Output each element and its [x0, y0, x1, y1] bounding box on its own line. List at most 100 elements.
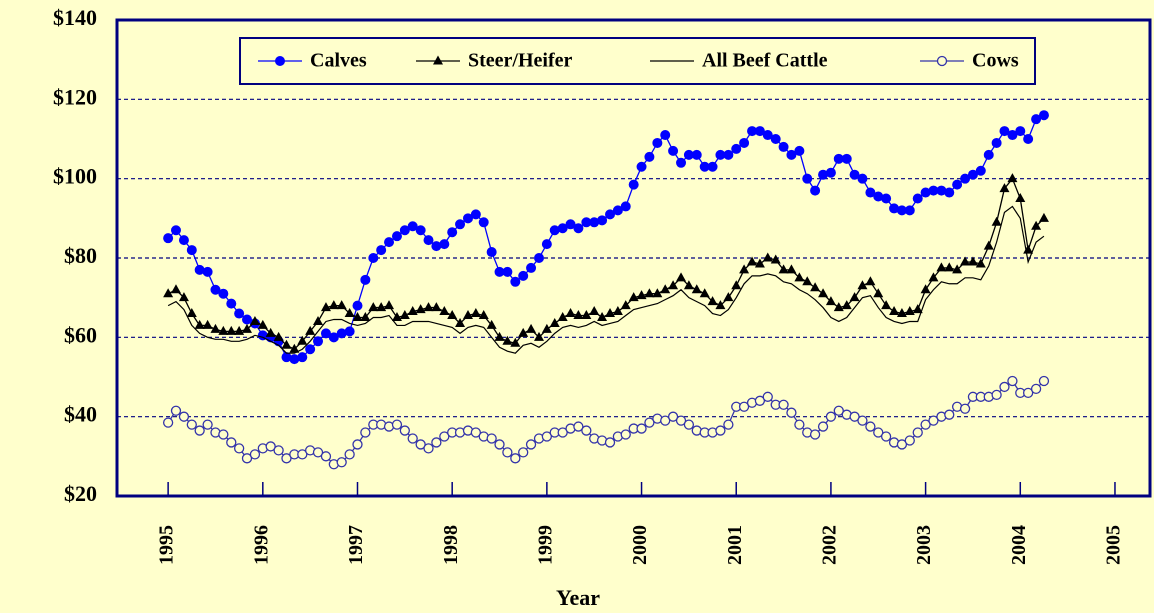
marker	[273, 445, 284, 456]
marker	[1007, 375, 1018, 387]
marker	[510, 453, 521, 464]
marker	[163, 288, 174, 298]
marker	[707, 161, 718, 172]
marker	[273, 331, 284, 341]
marker	[194, 319, 205, 329]
marker	[762, 252, 773, 262]
marker	[952, 264, 963, 274]
marker	[667, 411, 679, 422]
marker	[809, 429, 821, 440]
marker	[226, 325, 237, 335]
marker	[462, 213, 473, 224]
marker	[360, 274, 371, 285]
marker	[486, 319, 497, 329]
marker	[636, 423, 647, 434]
marker	[991, 389, 1002, 401]
marker	[486, 247, 497, 258]
marker	[415, 304, 426, 314]
marker	[936, 262, 947, 272]
marker	[754, 126, 765, 137]
legend-box	[239, 37, 1036, 85]
marker	[841, 153, 852, 164]
marker	[455, 219, 466, 230]
marker	[281, 339, 292, 349]
marker	[1015, 193, 1026, 202]
marker	[944, 409, 955, 420]
marker	[802, 173, 813, 184]
marker	[739, 264, 750, 274]
marker	[234, 308, 245, 319]
marker	[786, 264, 797, 274]
marker	[265, 327, 276, 337]
marker	[226, 298, 237, 309]
marker	[660, 130, 671, 141]
marker	[1030, 383, 1042, 395]
marker	[912, 427, 923, 438]
marker	[675, 415, 687, 426]
marker	[297, 449, 308, 460]
marker	[557, 427, 568, 438]
marker	[1038, 212, 1049, 222]
marker	[1031, 220, 1042, 230]
marker	[762, 391, 773, 402]
legend-label: Cows	[972, 50, 1019, 72]
marker	[549, 317, 560, 327]
marker	[999, 126, 1010, 137]
marker	[163, 233, 174, 244]
marker	[502, 447, 513, 458]
marker	[462, 310, 473, 320]
marker	[644, 417, 655, 428]
marker	[668, 280, 679, 290]
marker	[376, 245, 387, 256]
marker	[297, 352, 308, 363]
y-tick-label: $40	[64, 402, 97, 427]
marker	[226, 437, 237, 448]
marker	[644, 151, 655, 162]
marker	[313, 336, 324, 347]
marker	[320, 328, 331, 339]
marker	[170, 225, 181, 236]
marker	[518, 447, 529, 458]
marker	[423, 302, 434, 312]
x-tick-label: 2003	[913, 525, 935, 565]
marker	[810, 282, 821, 292]
marker	[478, 217, 489, 228]
marker	[999, 183, 1010, 193]
y-tick-label: $60	[64, 322, 97, 347]
marker	[778, 264, 789, 274]
marker	[391, 419, 403, 430]
marker	[470, 209, 481, 220]
marker	[439, 431, 450, 442]
marker	[636, 161, 647, 172]
marker	[360, 427, 371, 438]
marker	[557, 312, 568, 321]
marker	[865, 276, 876, 286]
marker	[423, 235, 434, 246]
marker	[676, 272, 687, 282]
marker	[833, 405, 844, 416]
marker	[391, 312, 402, 321]
marker	[754, 258, 765, 268]
marker	[865, 421, 876, 432]
marker	[818, 288, 829, 298]
marker	[415, 225, 426, 236]
marker	[849, 411, 860, 422]
marker	[399, 425, 410, 436]
marker	[589, 306, 600, 316]
legend-label: Calves	[310, 50, 367, 72]
marker	[399, 310, 410, 320]
marker	[605, 308, 616, 318]
marker	[447, 227, 458, 238]
marker	[723, 292, 734, 302]
marker	[186, 419, 197, 430]
marker	[936, 55, 948, 67]
marker	[233, 443, 245, 454]
marker	[1038, 110, 1049, 121]
marker	[904, 435, 915, 446]
x-tick-label: 1995	[156, 525, 178, 565]
marker	[1031, 114, 1042, 125]
marker	[857, 173, 868, 184]
marker	[999, 381, 1010, 393]
marker	[841, 300, 852, 310]
